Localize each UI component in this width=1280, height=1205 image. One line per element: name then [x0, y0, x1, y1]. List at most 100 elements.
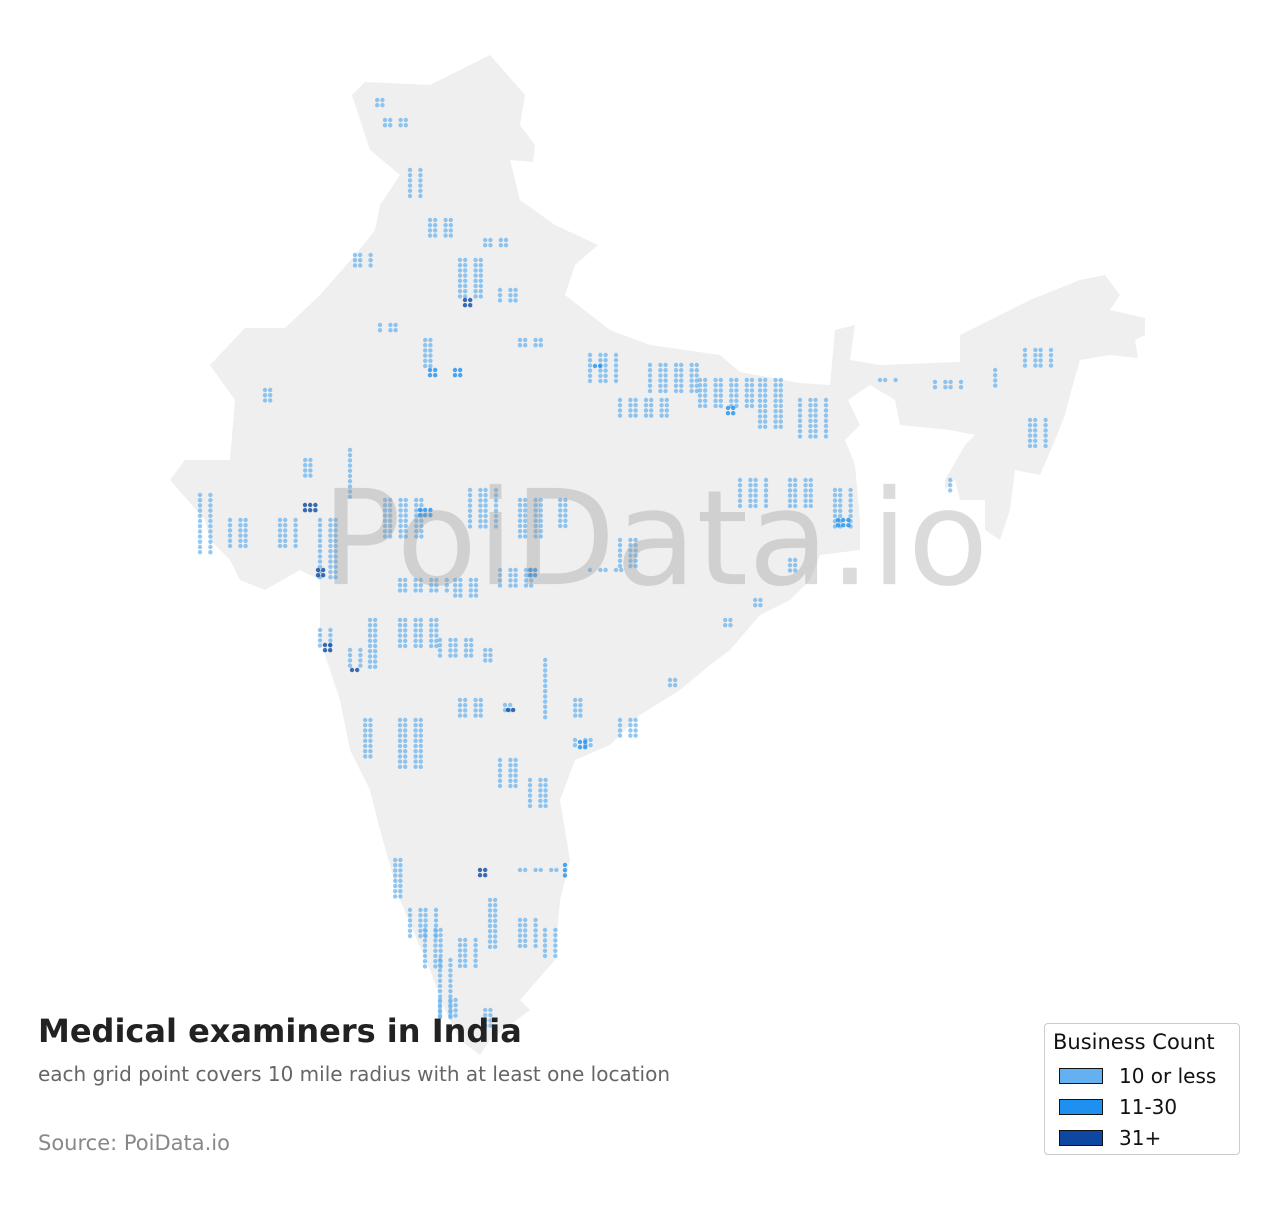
- grid-point: [434, 588, 439, 593]
- grid-point: [793, 557, 798, 563]
- grid-point: [393, 894, 398, 899]
- grid-point: [417, 513, 423, 518]
- grid-point: [478, 697, 483, 703]
- grid-point: [663, 373, 668, 378]
- grid-point: [713, 383, 718, 388]
- grid-point: [423, 363, 428, 369]
- grid-point: [797, 397, 803, 403]
- grid-point: [758, 597, 763, 603]
- grid-point: [397, 759, 403, 764]
- grid-point: [478, 703, 483, 708]
- grid-point: [832, 508, 838, 513]
- grid-point: [347, 479, 353, 484]
- grid-point: [413, 723, 418, 728]
- grid-point: [513, 583, 518, 588]
- grid-point: [413, 643, 418, 649]
- grid-point: [422, 953, 428, 959]
- grid-point: [398, 529, 403, 534]
- grid-point: [478, 268, 483, 273]
- grid-point: [803, 493, 808, 498]
- grid-point: [427, 223, 433, 228]
- grid-point: [457, 278, 463, 283]
- grid-point: [397, 764, 403, 769]
- grid-point: [433, 367, 438, 373]
- grid-point: [517, 534, 523, 539]
- grid-point: [437, 648, 443, 653]
- grid-point: [538, 777, 543, 783]
- grid-point: [527, 777, 533, 783]
- grid-point: [763, 393, 768, 398]
- grid-point: [488, 653, 493, 658]
- grid-point: [197, 503, 203, 508]
- grid-point: [373, 664, 378, 669]
- grid-point: [543, 678, 548, 683]
- grid-point: [368, 754, 373, 759]
- grid-point: [308, 502, 313, 508]
- grid-point: [458, 593, 463, 598]
- grid-point: [633, 553, 638, 558]
- grid-point: [562, 868, 568, 873]
- grid-point: [463, 948, 468, 953]
- grid-point: [423, 348, 428, 353]
- grid-point: [617, 553, 623, 558]
- grid-point: [347, 473, 353, 479]
- grid-point: [488, 1013, 493, 1018]
- grid-point: [197, 518, 203, 524]
- grid-point: [444, 577, 449, 583]
- grid-point: [333, 543, 338, 549]
- grid-point: [503, 243, 509, 248]
- grid-point: [848, 487, 853, 493]
- grid-point: [448, 643, 453, 648]
- grid-point: [458, 588, 463, 593]
- grid-point: [413, 738, 418, 743]
- grid-point: [538, 337, 543, 343]
- grid-point: [363, 749, 368, 754]
- grid-point: [838, 493, 843, 498]
- grid-point: [448, 648, 453, 653]
- grid-point: [478, 713, 483, 718]
- grid-point: [493, 519, 499, 524]
- grid-point: [487, 908, 493, 913]
- grid-point: [533, 867, 538, 873]
- grid-point: [418, 733, 423, 738]
- grid-point: [533, 917, 538, 923]
- grid-point: [883, 377, 888, 383]
- grid-point: [418, 183, 423, 188]
- grid-point: [497, 773, 503, 778]
- grid-point: [793, 503, 798, 509]
- grid-point: [538, 529, 543, 534]
- grid-point: [443, 223, 448, 228]
- grid-point: [397, 628, 403, 633]
- grid-point: [380, 103, 385, 108]
- grid-point: [513, 763, 518, 768]
- grid-point: [308, 508, 313, 513]
- grid-point: [398, 534, 403, 539]
- grid-point: [457, 708, 463, 713]
- grid-point: [533, 938, 538, 943]
- grid-point: [473, 583, 479, 588]
- grid-point: [958, 385, 964, 390]
- grid-point: [478, 503, 483, 508]
- grid-point: [538, 513, 543, 518]
- grid-point: [1033, 423, 1038, 428]
- grid-point: [403, 638, 408, 643]
- grid-point: [508, 583, 513, 588]
- grid-point: [467, 498, 473, 503]
- grid-point: [433, 913, 439, 918]
- grid-point: [948, 488, 953, 493]
- grid-point: [808, 397, 813, 403]
- grid-point: [422, 938, 428, 943]
- grid-point: [508, 757, 513, 763]
- grid-point: [533, 943, 538, 949]
- grid-point: [787, 493, 793, 498]
- grid-point: [363, 738, 368, 743]
- grid-point: [527, 573, 533, 578]
- grid-point: [517, 343, 523, 348]
- grid-point: [725, 411, 731, 416]
- grid-point: [633, 733, 638, 738]
- grid-point: [277, 523, 283, 528]
- grid-point: [393, 328, 398, 333]
- grid-point: [352, 258, 358, 263]
- grid-point: [493, 503, 499, 508]
- grid-point: [617, 413, 623, 418]
